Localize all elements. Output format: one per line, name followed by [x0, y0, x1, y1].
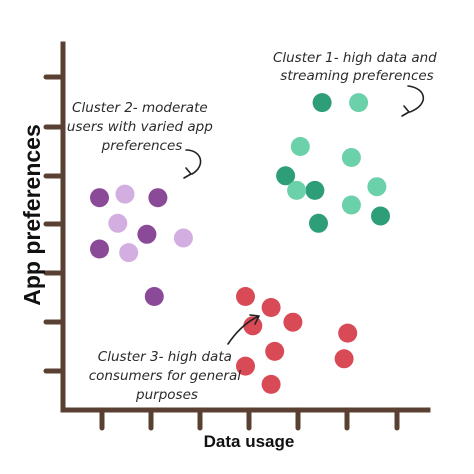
cluster-1-point-4: [371, 206, 390, 226]
cluster-3-point-5: [283, 312, 303, 332]
cluster-3-annotation: Cluster 3- high data consumers for gener…: [89, 349, 246, 403]
cluster-2-point-5: [144, 287, 164, 306]
cluster-1-point-10: [287, 180, 307, 200]
cluster-2-arrow-icon: [183, 149, 202, 179]
cluster-3-point-8: [236, 356, 255, 376]
cluster-2-point-7: [108, 213, 128, 233]
annotation-line: Cluster 1- high data and: [273, 50, 437, 66]
cluster-1-point-5: [309, 213, 328, 233]
cluster-2-point-1: [90, 188, 109, 208]
x-axis-label: Data usage: [204, 432, 295, 451]
cluster-3-arrow-icon: [227, 314, 260, 345]
cluster-3-point-4: [243, 316, 263, 336]
annotation-line: Cluster 2- moderate: [72, 100, 208, 116]
cluster-3-point-1: [236, 287, 255, 306]
cluster-1-point-2: [312, 93, 332, 113]
cluster-1-point-11: [341, 195, 361, 215]
cluster-2-point-9: [119, 243, 139, 263]
cluster-2-point-3: [137, 224, 157, 244]
x-axis-ticks: [99, 407, 400, 431]
annotation-line: consumers for general: [89, 368, 242, 384]
cluster-3-point-6: [265, 341, 285, 361]
annotation-arrows: [183, 85, 425, 345]
cluster-3-point-3: [338, 323, 358, 343]
cluster-1-annotation: Cluster 1- high data and streaming prefe…: [273, 50, 441, 84]
cluster-1-point-7: [290, 137, 310, 156]
annotation-line: Cluster 3- high data: [98, 349, 232, 365]
cluster-1-point-9: [367, 177, 387, 197]
annotation-line: preferences: [101, 138, 183, 154]
annotation-line: purposes: [135, 387, 198, 403]
points-layer: [90, 93, 390, 394]
cluster-1-point-1: [276, 166, 296, 186]
cluster-1-point-3: [305, 180, 325, 200]
cluster-3-point-7: [334, 349, 354, 369]
cluster-3-point-2: [261, 298, 281, 317]
cluster-3-point-9: [261, 374, 281, 394]
cluster-2-point-2: [148, 188, 168, 208]
cluster-2-annotation: Cluster 2- moderate users with varied ap…: [67, 100, 217, 154]
cluster-2-point-8: [173, 228, 193, 248]
cluster-2-point-6: [115, 184, 135, 204]
annotation-line: streaming preferences: [280, 68, 433, 84]
y-axis-label: App preferences: [19, 124, 45, 306]
cluster-1-point-8: [341, 148, 361, 167]
cluster-2-point-4: [90, 239, 109, 259]
cluster-1-point-6: [349, 93, 369, 113]
y-axis-ticks: [43, 74, 66, 374]
annotation-line: users with varied app: [67, 119, 213, 135]
cluster-1-arrow-icon: [401, 85, 425, 117]
